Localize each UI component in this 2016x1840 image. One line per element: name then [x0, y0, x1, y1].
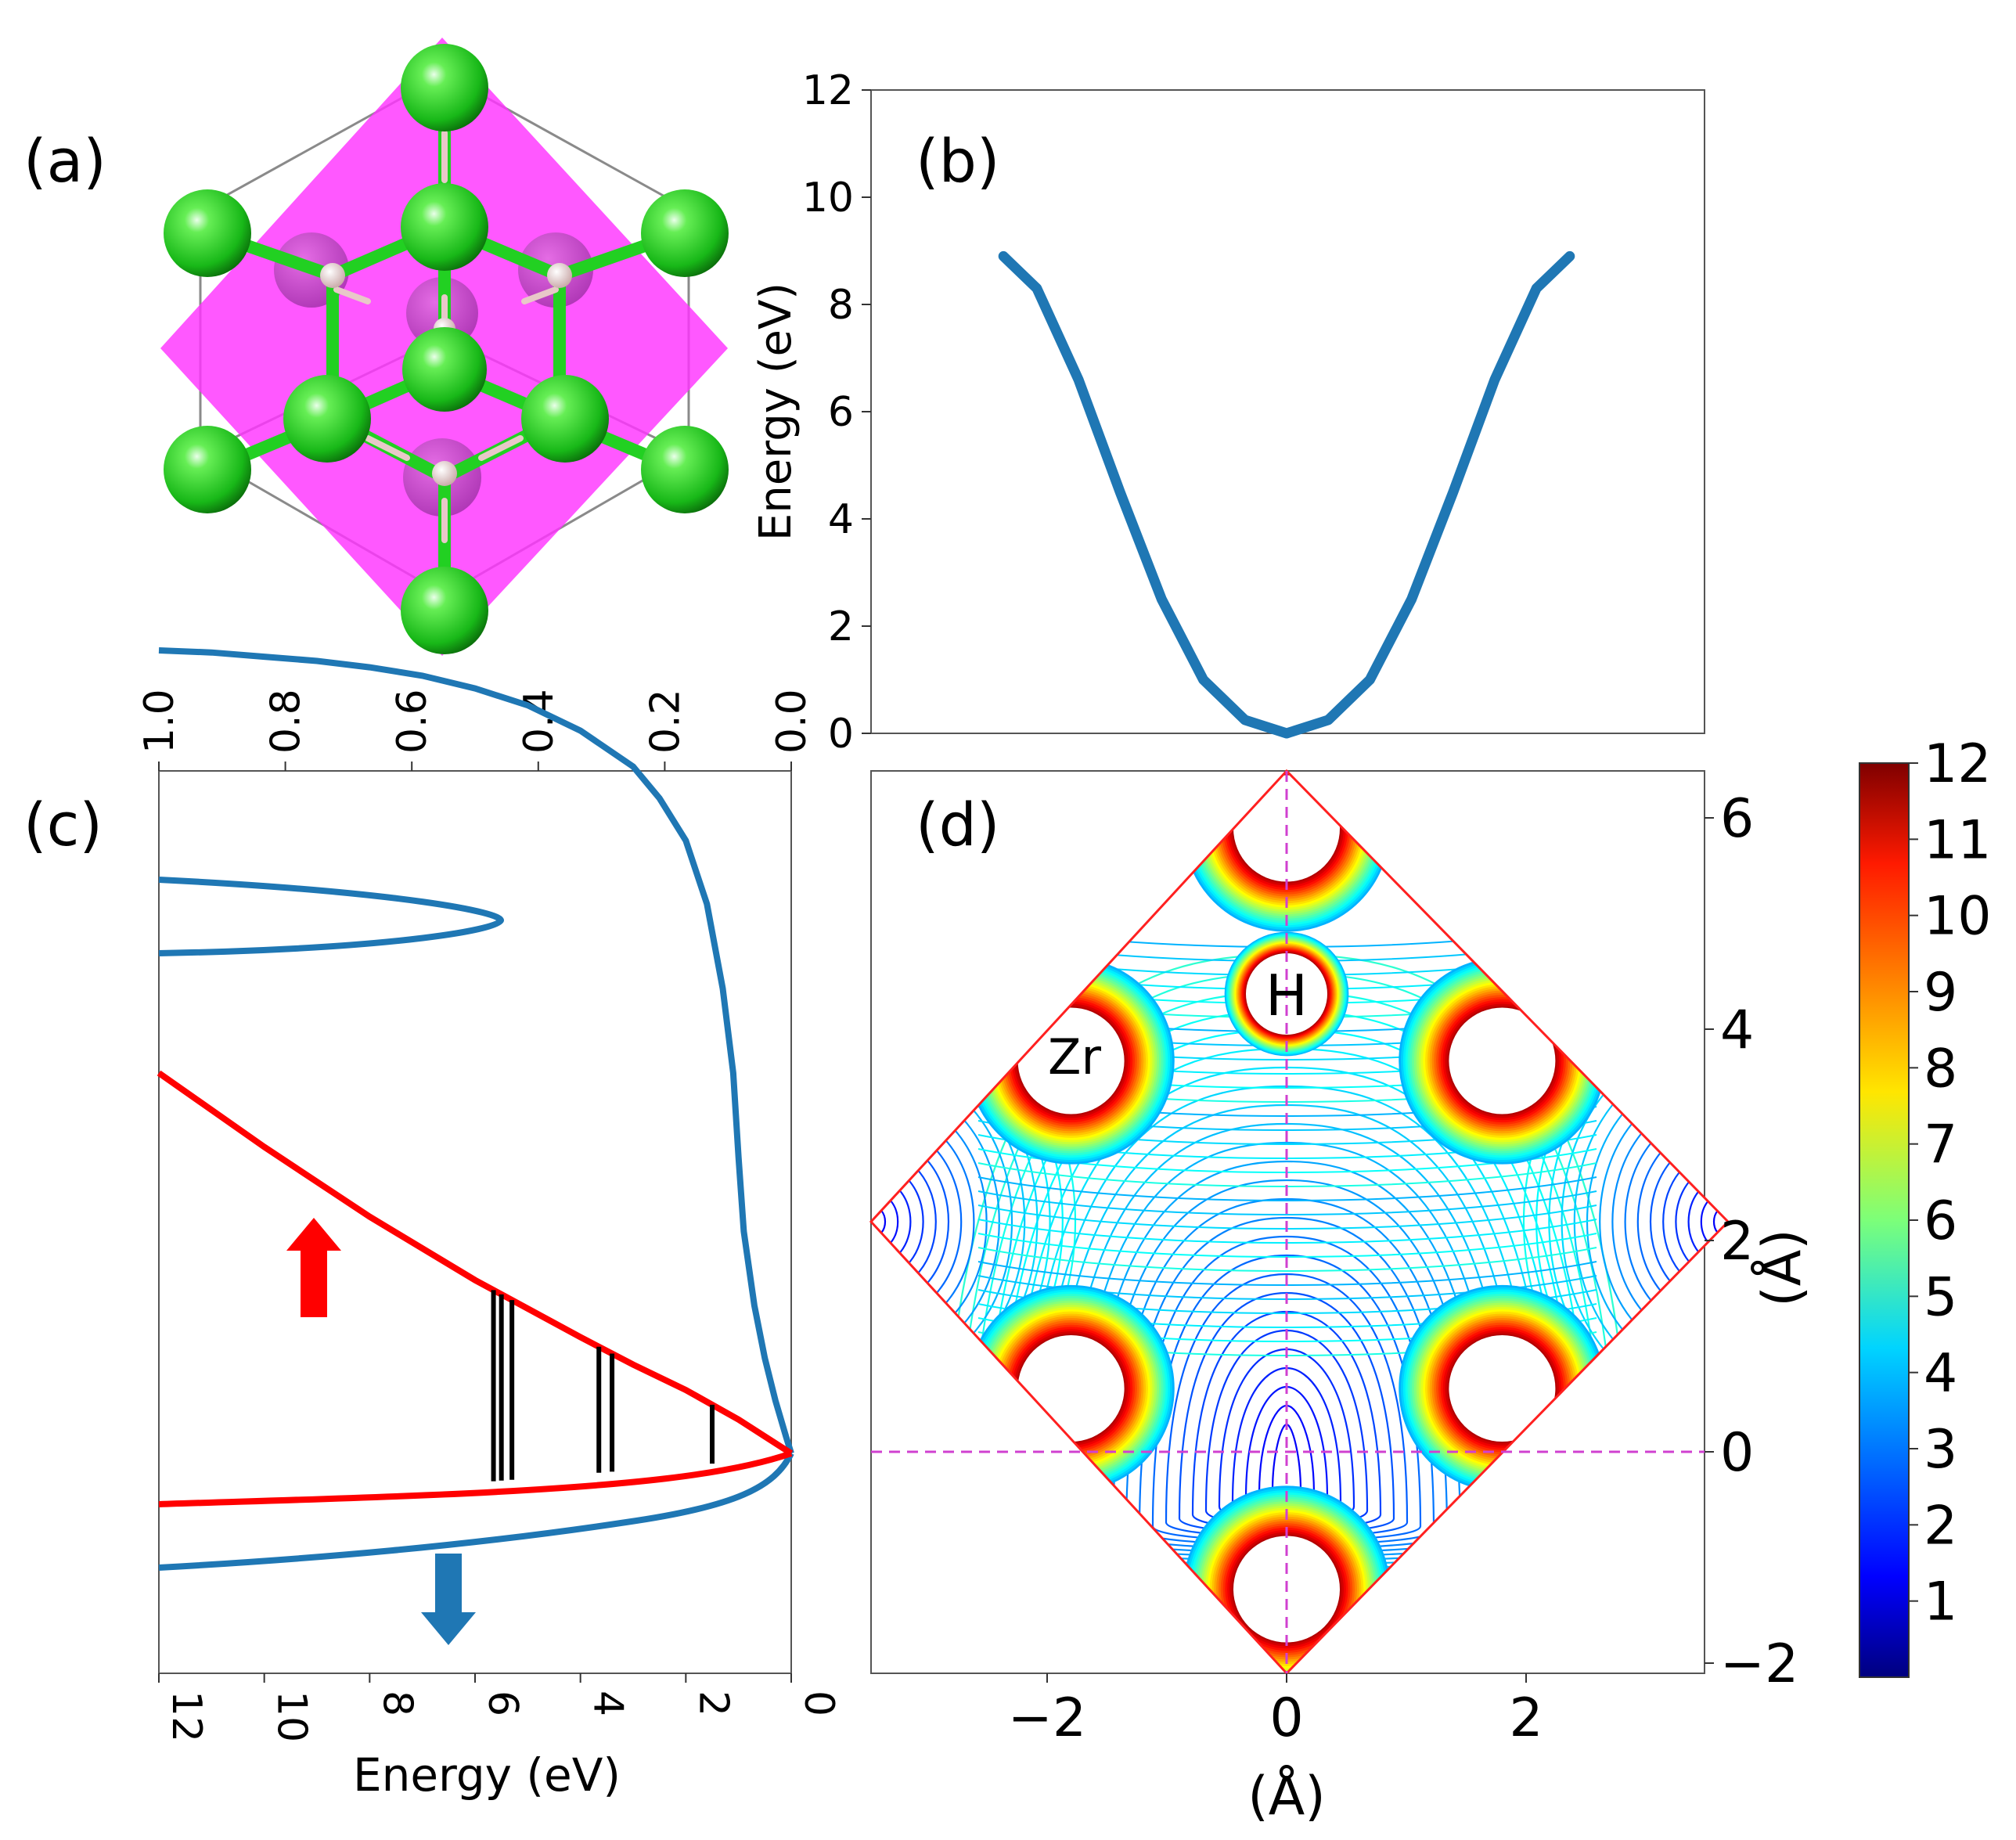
colorbar-tick-label: 2: [1924, 1495, 1957, 1557]
panel-b-ylabel: Energy (eV): [751, 283, 801, 541]
panel-c-xlabel: Energy (eV): [353, 1748, 621, 1802]
colorbar-tick-label: 4: [1924, 1343, 1957, 1405]
crystal-structure: [160, 38, 729, 656]
atom-label-zr: Zr: [1048, 1028, 1101, 1086]
blue-down-arrow: [421, 1554, 476, 1645]
panel-c-top-tick-label: 0.6: [389, 689, 436, 754]
contour-line: [977, 1176, 1597, 1201]
colorbar-tick-label: 10: [1924, 886, 1992, 948]
panel-a-label: (a): [23, 126, 106, 196]
panel-c-xtick-label: 10: [268, 1691, 315, 1742]
panel-a: (a): [23, 38, 729, 656]
panel-c-xtick-label: 2: [689, 1691, 736, 1716]
panel-b-label: (b): [916, 126, 1000, 196]
panel-c-xticks: 12 10 8 6 4 2 0: [158, 1673, 842, 1742]
panel-c-xtick-label: 8: [373, 1691, 420, 1716]
contour-ring: [1442, 1001, 1562, 1121]
panel-c: (c) 12 10 8 6 4 2 0 1.0 0.8 0.6 0.4 0.2 0.0 Energy …: [23, 647, 842, 1802]
contour-ring: [1434, 992, 1571, 1129]
panel-c-blue-curve: [158, 647, 794, 1455]
panel-d-ylabel: (Å): [1750, 1229, 1813, 1307]
contour-ring: [1442, 1329, 1562, 1448]
panel-c-blue-lower-curve: [158, 1452, 794, 1571]
panel-d-label: (d): [916, 790, 1000, 859]
panel-b-ytick-label: 8: [828, 282, 854, 329]
panel-c-red-curve: [157, 1070, 794, 1457]
panel-c-top-tick-label: 0.0: [769, 689, 815, 754]
colorbar-tick-label: 6: [1924, 1190, 1957, 1252]
panel-b-yticks: 0 2 4 6 8 10 12: [802, 67, 871, 758]
contour-line: [977, 1190, 1597, 1215]
zirconium-atoms: [164, 44, 729, 654]
atom-hole: [1449, 1007, 1556, 1114]
colorbar-tick-label: 7: [1924, 1114, 1957, 1176]
red-up-arrow: [286, 1218, 341, 1317]
panel-d-xlabel: (Å): [1247, 1764, 1326, 1827]
panel-c-xtick-label: 6: [479, 1691, 526, 1716]
colorbar-tick-label: 5: [1924, 1266, 1957, 1328]
atom-hole: [1449, 1335, 1556, 1442]
atom-label-h: H: [1265, 963, 1308, 1028]
contour-ring: [1445, 1331, 1560, 1446]
panel-b-ytick-label: 0: [828, 711, 854, 758]
panel-d-ytick-label: 4: [1720, 999, 1754, 1061]
colorbar-tick-label: 3: [1924, 1419, 1957, 1481]
contour-ring: [1440, 1327, 1564, 1450]
panel-d-xtick-label: 2: [1509, 1687, 1543, 1749]
panel-d-xtick-label: −2: [1008, 1687, 1086, 1749]
colorbar-tick-label: 11: [1924, 809, 1992, 871]
panel-c-label: (c): [23, 790, 103, 859]
contour-ring: [1440, 999, 1564, 1123]
panel-b-ytick-label: 6: [828, 389, 854, 436]
panel-c-top-tick-label: 1.0: [136, 689, 183, 754]
panel-c-top-tick-label: 0.8: [263, 689, 310, 754]
atom-hole: [1017, 1335, 1125, 1442]
panel-c-red-lower-curve: [158, 1450, 793, 1507]
panel-b-ytick-label: 10: [802, 175, 854, 221]
contour-ring: [1436, 995, 1568, 1127]
panel-c-axes-frame: [158, 770, 792, 1674]
panel-d-xtick-label: 0: [1269, 1687, 1303, 1749]
panel-b-ytick-label: 12: [802, 67, 854, 114]
panel-d-xticks: −2 0 2: [1008, 1673, 1543, 1749]
contour-line: [977, 1247, 1597, 1272]
h-bond-highlights: [333, 130, 559, 543]
colorbar-tick-label: 12: [1924, 733, 1992, 795]
panel-b-ytick-label: 4: [828, 496, 854, 543]
colorbar-tick-label: 9: [1924, 962, 1957, 1024]
contour-line: [977, 1233, 1597, 1258]
panel-c-xtick-label: 0: [795, 1691, 842, 1716]
contour-map: [871, 771, 1728, 1673]
panel-b: (b) 0 2 4 6 8 10 12 Energy (eV): [751, 67, 1705, 758]
panel-b-ytick-label: 2: [828, 603, 854, 650]
colorbar: [1859, 762, 1910, 1678]
panel-d-ytick-label: 6: [1720, 788, 1754, 850]
panel-d-ytick-label: −2: [1720, 1633, 1798, 1695]
panel-b-energy-curve: [998, 250, 1575, 739]
panel-c-xtick-label: 12: [163, 1691, 210, 1742]
panel-c-xtick-label: 4: [585, 1691, 632, 1716]
panel-d-ytick-label: 0: [1720, 1422, 1754, 1484]
panel-c-top-ticks: 1.0 0.8 0.6 0.4 0.2 0.0: [136, 689, 815, 771]
panel-d-ytick-label: 2: [1720, 1211, 1754, 1273]
panel-c-black-lines: [491, 1290, 715, 1482]
colorbar-tick-label: 8: [1924, 1038, 1957, 1100]
panel-d-yticks: −2 0 2 4 6: [1705, 788, 1798, 1695]
colorbar-tick-label: 1: [1924, 1572, 1957, 1633]
contour-ring: [1445, 1003, 1560, 1118]
panel-c-top-tick-label: 0.2: [642, 689, 689, 754]
contour-ring: [1438, 997, 1566, 1125]
panel-c-blue-loop: [158, 877, 505, 956]
